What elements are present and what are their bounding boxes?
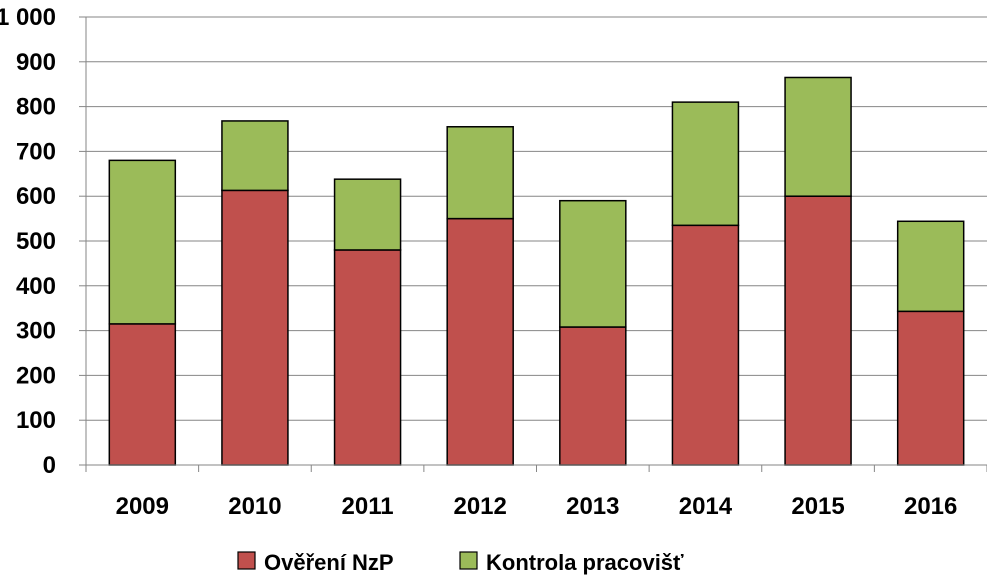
legend-swatch (237, 551, 256, 570)
bar-kontrola-pracovist-2011 (333, 178, 402, 251)
bar-overeni-nzp-2014 (671, 224, 740, 466)
x-tick-labels: 2009 2010 2011 2012 2013 2014 2015 2016 (116, 493, 958, 520)
legend-swatch (459, 551, 478, 570)
y-tick-label: 700 (16, 138, 56, 165)
bar-kontrola-pracovist-2015 (784, 76, 852, 197)
y-tick-label: 600 (16, 183, 56, 210)
x-tick-label: 2012 (453, 493, 506, 520)
bar-kontrola-pracovist-2016 (896, 220, 965, 313)
bar-kontrola-pracovist-2013 (559, 199, 627, 328)
legend-label: Ověření NzP (264, 550, 394, 575)
bar-overeni-nzp-2013 (559, 326, 627, 466)
bar-kontrola-pracovist-2010 (221, 120, 289, 192)
legend: Ověření NzP Kontrola pracovišť (237, 550, 684, 575)
y-tick-label: 800 (16, 94, 56, 121)
y-tick-labels: 0 100 200 300 400 500 600 700 800 900 1 000 (0, 4, 56, 479)
bar-kontrola-pracovist-2009 (108, 159, 177, 325)
y-tick-label: 200 (16, 362, 56, 389)
y-tick-label: 100 (16, 407, 56, 434)
x-tick-label: 2014 (679, 493, 733, 520)
x-tick-label: 2011 (342, 493, 394, 520)
y-tick-label: 400 (16, 273, 56, 300)
y-tick-label: 0 (43, 452, 56, 479)
bar-overeni-nzp-2015 (784, 195, 852, 466)
gridlines (86, 16, 987, 421)
axes (79, 16, 987, 472)
bar-kontrola-pracovist-2014 (671, 101, 740, 227)
bar-overeni-nzp-2010 (221, 189, 289, 466)
x-tick-label: 2016 (904, 493, 957, 520)
y-tick-label: 900 (16, 49, 56, 76)
bar-overeni-nzp-2016 (896, 310, 965, 466)
x-tick-label: 2009 (116, 493, 169, 520)
y-tick-label: 1 000 (0, 4, 56, 31)
x-tick-label: 2013 (566, 493, 619, 520)
y-tick-label: 300 (16, 318, 56, 345)
bar-overeni-nzp-2012 (446, 217, 514, 466)
bar-kontrola-pracovist-2012 (446, 126, 514, 220)
x-tick-label: 2015 (791, 493, 844, 520)
x-tick-label: 2010 (228, 493, 281, 520)
legend-label: Kontrola pracovišť (486, 550, 684, 575)
bars (108, 76, 965, 466)
y-tick-label: 500 (16, 228, 56, 255)
bar-overeni-nzp-2011 (333, 249, 402, 466)
bar-overeni-nzp-2009 (108, 323, 177, 466)
